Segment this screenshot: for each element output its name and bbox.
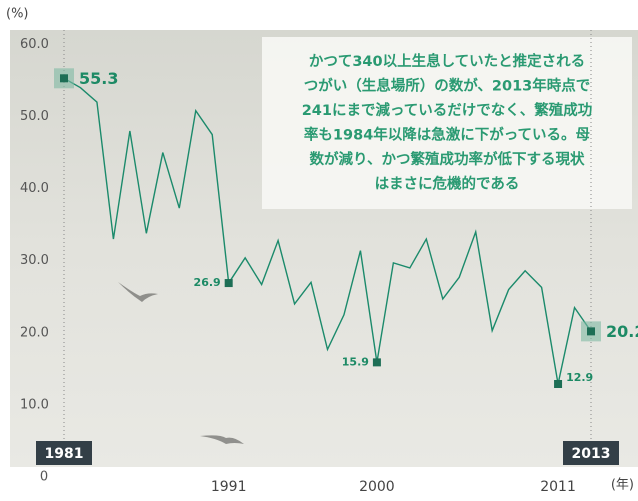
x-tick-label: 2011 xyxy=(540,479,576,495)
x-tick-label: 1991 xyxy=(211,479,247,495)
value-label: 12.9 xyxy=(566,371,593,384)
value-label: 15.9 xyxy=(342,355,369,368)
annotation-text: 数が減り、かつ繁殖成功率が低下する現状 xyxy=(310,150,585,168)
y-tick-label: 30.0 xyxy=(20,253,49,268)
x-axis-label: (年) xyxy=(611,478,634,493)
year-badge-label: 1981 xyxy=(45,446,84,462)
value-label: 26.9 xyxy=(194,276,221,289)
point-marker xyxy=(60,74,68,82)
y-tick-label: 10.0 xyxy=(20,397,49,412)
point-marker xyxy=(587,327,595,335)
y-tick-label: 0 xyxy=(40,470,48,485)
x-tick-label: 2000 xyxy=(359,479,395,495)
y-tick-label: 50.0 xyxy=(20,109,49,124)
y-tick-label: 60.0 xyxy=(20,37,49,52)
year-badge-label: 2013 xyxy=(572,446,611,462)
point-marker xyxy=(225,279,233,287)
value-label: 55.3 xyxy=(79,69,118,88)
point-marker xyxy=(554,380,562,388)
annotation-text: 率も1984年以降は急激に下がっている。母 xyxy=(304,126,590,144)
y-tick-label: 20.0 xyxy=(20,325,49,340)
y-tick-label: 40.0 xyxy=(20,181,49,196)
y-axis-label: (%) xyxy=(6,7,29,22)
annotation-text: 241にまで減っているだけでなく、繁殖成功 xyxy=(302,101,593,119)
annotation-text: はまさに危機的である xyxy=(375,175,520,193)
annotation-text: かつて340以上生息していたと推定される xyxy=(309,52,585,70)
annotation-text: つがい（生息場所）の数が、2013年時点で xyxy=(304,77,591,95)
value-label: 20.2 xyxy=(606,322,638,341)
chart: (%) (年) 0 10.0 20.0 30.0 40.0 50.0 60.0 1991 200… xyxy=(0,0,638,497)
point-marker xyxy=(373,358,381,366)
